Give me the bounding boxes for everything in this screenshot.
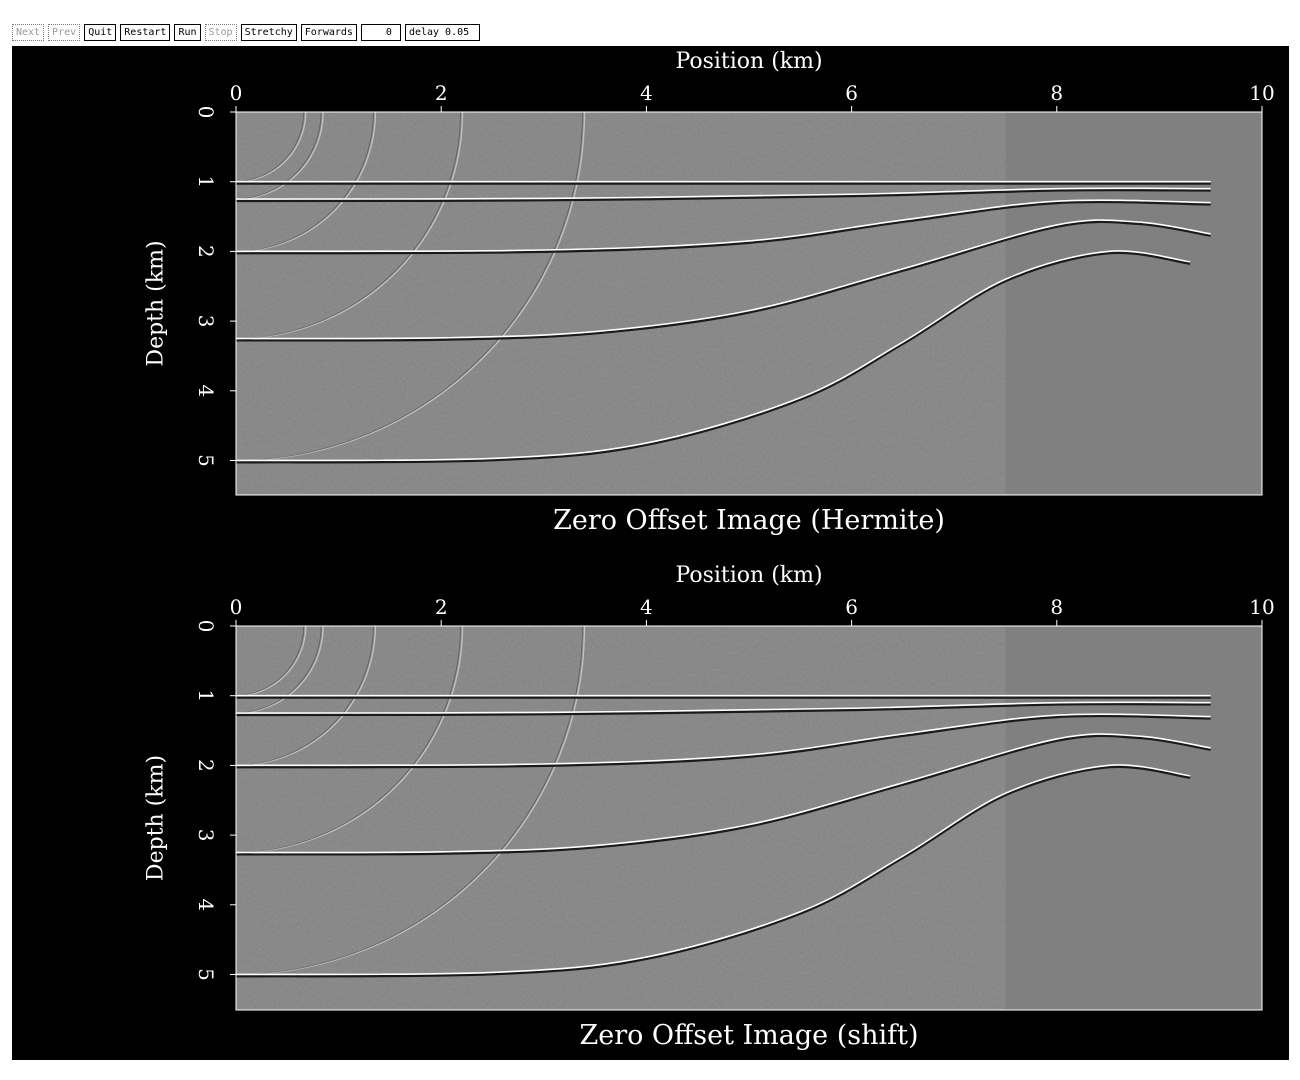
y-tick-label: 3: [194, 315, 218, 328]
reflector: [236, 764, 1191, 976]
x-axis-label: Position (km): [675, 563, 822, 588]
diffraction-arc-shadow: [236, 112, 583, 461]
prev-button[interactable]: Prev: [48, 24, 81, 41]
reflector: [236, 733, 1211, 854]
y-tick-label: 5: [194, 968, 218, 981]
y-tick-label: 2: [194, 245, 218, 258]
diffraction-arc-shadow: [236, 626, 583, 975]
reflector-shadow: [236, 714, 1211, 769]
reflector-shadow: [236, 250, 1191, 464]
x-tick-label: 0: [230, 81, 243, 105]
reflector: [236, 713, 1211, 767]
reflector-shadow: [236, 188, 1211, 203]
y-tick-label: 0: [194, 620, 218, 633]
reflector: [236, 250, 1191, 462]
y-tick-label: 0: [194, 106, 218, 119]
quit-button[interactable]: Quit: [84, 24, 117, 41]
plot-title: Zero Offset Image (Hermite): [553, 505, 945, 536]
x-tick-label: 8: [1050, 595, 1063, 619]
stretchy-button[interactable]: Stretchy: [240, 24, 297, 41]
image-panel-1: 0 2 4 6 8 10 0 1 2 3 4 5 Position (km) Depth (km) Zero…: [144, 49, 1275, 536]
reflector-shadow: [236, 220, 1211, 342]
y-axis-label: Depth (km): [144, 755, 169, 881]
x-axis-label: Position (km): [675, 49, 822, 74]
run-button[interactable]: Run: [174, 24, 201, 41]
plot-title: Zero Offset Image (shift): [579, 1020, 918, 1051]
y-tick-label: 5: [194, 454, 218, 467]
x-tick-label: 6: [845, 595, 858, 619]
diffraction-arc-shadow: [236, 626, 305, 697]
image-frame: [235, 111, 1263, 496]
y-tick-label: 4: [194, 384, 218, 397]
diffraction-arc-shadow: [236, 626, 461, 853]
frame-number-field[interactable]: 0: [360, 24, 401, 41]
noise-texture: [236, 626, 1006, 1010]
x-tick-label: 10: [1249, 81, 1274, 105]
reflector-shadow: [236, 200, 1211, 255]
diffraction-arc-shadow: [236, 112, 374, 252]
reflector: [236, 219, 1211, 340]
y-tick-label: 2: [194, 759, 218, 772]
reflector-shadow: [236, 734, 1211, 856]
y-tick-label: 4: [194, 898, 218, 911]
x-tick-label: 2: [435, 81, 448, 105]
diffraction-arc-shadow: [236, 112, 305, 183]
reflector: [236, 187, 1211, 200]
stop-button[interactable]: Stop: [204, 24, 237, 41]
x-tick-label: 10: [1249, 595, 1274, 619]
x-tick-label: 2: [435, 595, 448, 619]
image-frame: [235, 625, 1263, 1011]
diffraction-arc-shadow: [236, 626, 374, 766]
x-tick-label: 4: [640, 81, 653, 105]
y-tick-label: 3: [194, 829, 218, 842]
reflector-shadow: [236, 702, 1211, 717]
reflector: [236, 701, 1211, 714]
x-tick-label: 0: [230, 595, 243, 619]
y-tick-label: 1: [194, 689, 218, 702]
image-panel-2: 0 2 4 6 8 10 0 1 2 3 4 5 Position (km) Depth (km) Zero…: [144, 563, 1275, 1051]
reflector-shadow: [236, 764, 1191, 978]
noise-texture: [236, 112, 1006, 495]
delay-field[interactable]: delay 0.05: [404, 24, 480, 41]
reflector: [236, 199, 1211, 253]
diffraction-arc-shadow: [236, 112, 461, 339]
x-tick-label: 4: [640, 595, 653, 619]
diffraction-arc-shadow: [236, 112, 322, 200]
x-tick-label: 8: [1050, 81, 1063, 105]
restart-button[interactable]: Restart: [120, 24, 171, 41]
y-tick-label: 1: [194, 175, 218, 188]
next-button[interactable]: Next: [12, 24, 45, 41]
direction-button[interactable]: Forwards: [300, 24, 357, 41]
x-tick-label: 6: [845, 81, 858, 105]
y-axis-label: Depth (km): [144, 240, 169, 366]
plot-canvas: 0 2 4 6 8 10 0 1 2 3 4 5 Position (km) Depth (km) Zero…: [12, 46, 1289, 1060]
diffraction-arc-shadow: [236, 626, 322, 714]
toolbar: Next Prev Quit Restart Run Stop Stretchy…: [12, 24, 480, 42]
